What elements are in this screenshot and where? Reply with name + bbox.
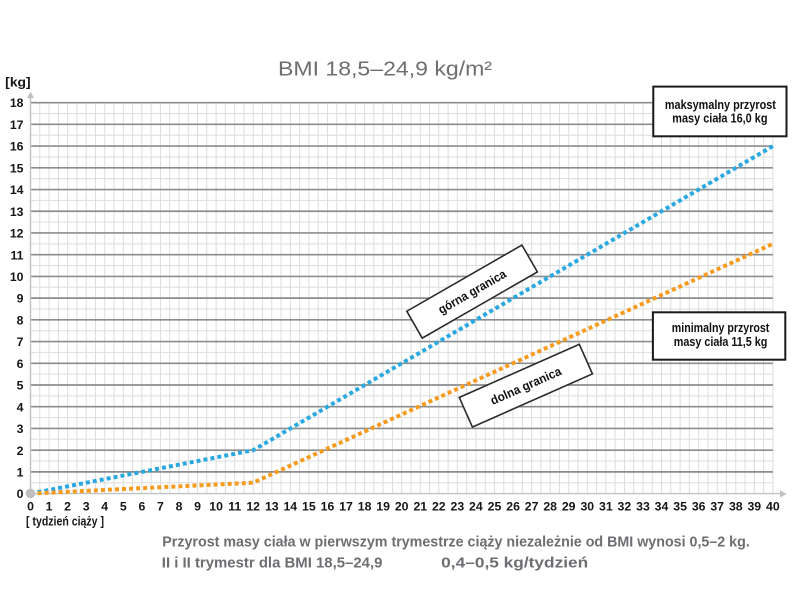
svg-text:25: 25 bbox=[488, 499, 502, 513]
svg-text:16: 16 bbox=[321, 499, 335, 513]
svg-text:8: 8 bbox=[176, 499, 183, 513]
svg-text:3: 3 bbox=[17, 422, 24, 436]
svg-text:22: 22 bbox=[432, 499, 446, 513]
svg-text:6: 6 bbox=[138, 499, 145, 513]
svg-text:II i II trymestr dla BMI 18,5–: II i II trymestr dla BMI 18,5–24,9 bbox=[162, 555, 383, 572]
svg-text:minimalny przyrost: minimalny przyrost bbox=[672, 321, 770, 335]
svg-text:19: 19 bbox=[376, 499, 390, 513]
svg-text:17: 17 bbox=[10, 118, 24, 132]
svg-text:20: 20 bbox=[395, 499, 409, 513]
svg-text:[ tydzień ciąży ]: [ tydzień ciąży ] bbox=[26, 514, 104, 528]
svg-text:0,4–0,5 kg/tydzień: 0,4–0,5 kg/tydzień bbox=[441, 555, 588, 572]
svg-text:40: 40 bbox=[766, 499, 780, 513]
svg-text:21: 21 bbox=[413, 499, 427, 513]
svg-text:37: 37 bbox=[710, 499, 724, 513]
svg-text:BMI 18,5–24,9 kg/m²: BMI 18,5–24,9 kg/m² bbox=[278, 58, 492, 80]
svg-text:0: 0 bbox=[17, 487, 24, 501]
svg-text:36: 36 bbox=[692, 499, 706, 513]
svg-text:4: 4 bbox=[17, 400, 24, 414]
svg-text:13: 13 bbox=[265, 499, 279, 513]
svg-text:1: 1 bbox=[17, 466, 24, 480]
svg-text:0: 0 bbox=[27, 499, 34, 513]
svg-text:33: 33 bbox=[636, 499, 650, 513]
svg-text:5: 5 bbox=[17, 379, 24, 393]
svg-text:[kg]: [kg] bbox=[5, 74, 31, 89]
svg-text:12: 12 bbox=[10, 227, 24, 241]
svg-text:14: 14 bbox=[283, 499, 297, 513]
svg-text:3: 3 bbox=[83, 499, 90, 513]
svg-text:4: 4 bbox=[101, 499, 108, 513]
svg-text:34: 34 bbox=[655, 499, 669, 513]
svg-text:7: 7 bbox=[157, 499, 164, 513]
svg-text:27: 27 bbox=[525, 499, 539, 513]
svg-text:8: 8 bbox=[17, 313, 24, 327]
svg-text:2: 2 bbox=[17, 444, 24, 458]
svg-text:32: 32 bbox=[618, 499, 632, 513]
svg-text:Przyrost masy ciała w pierwszy: Przyrost masy ciała w pierwszym trymestr… bbox=[162, 533, 750, 550]
svg-text:10: 10 bbox=[10, 270, 24, 284]
svg-text:masy ciała 11,5 kg: masy ciała 11,5 kg bbox=[674, 335, 768, 349]
svg-text:11: 11 bbox=[228, 499, 241, 513]
svg-text:1: 1 bbox=[46, 499, 53, 513]
svg-text:9: 9 bbox=[194, 499, 201, 513]
svg-text:14: 14 bbox=[10, 183, 24, 197]
svg-text:26: 26 bbox=[506, 499, 520, 513]
svg-text:18: 18 bbox=[10, 96, 24, 110]
svg-text:24: 24 bbox=[469, 499, 483, 513]
svg-text:18: 18 bbox=[358, 499, 372, 513]
svg-text:28: 28 bbox=[543, 499, 557, 513]
svg-text:29: 29 bbox=[562, 499, 576, 513]
svg-text:17: 17 bbox=[339, 499, 353, 513]
svg-text:maksymalny przyrost: maksymalny przyrost bbox=[665, 98, 777, 112]
svg-text:9: 9 bbox=[17, 292, 24, 306]
svg-text:38: 38 bbox=[729, 499, 743, 513]
svg-text:30: 30 bbox=[580, 499, 594, 513]
svg-text:39: 39 bbox=[747, 499, 761, 513]
svg-text:35: 35 bbox=[673, 499, 687, 513]
svg-text:16: 16 bbox=[10, 140, 24, 154]
svg-text:masy ciała 16,0 kg: masy ciała 16,0 kg bbox=[672, 112, 767, 126]
svg-text:5: 5 bbox=[120, 499, 127, 513]
svg-text:12: 12 bbox=[246, 499, 260, 513]
svg-text:11: 11 bbox=[11, 248, 24, 262]
svg-text:31: 31 bbox=[599, 499, 613, 513]
svg-text:7: 7 bbox=[17, 335, 24, 349]
svg-text:2: 2 bbox=[64, 499, 71, 513]
svg-text:13: 13 bbox=[10, 205, 24, 219]
svg-text:6: 6 bbox=[17, 357, 24, 371]
svg-text:10: 10 bbox=[209, 499, 223, 513]
svg-text:15: 15 bbox=[10, 161, 24, 175]
svg-text:23: 23 bbox=[451, 499, 465, 513]
svg-text:15: 15 bbox=[302, 499, 316, 513]
